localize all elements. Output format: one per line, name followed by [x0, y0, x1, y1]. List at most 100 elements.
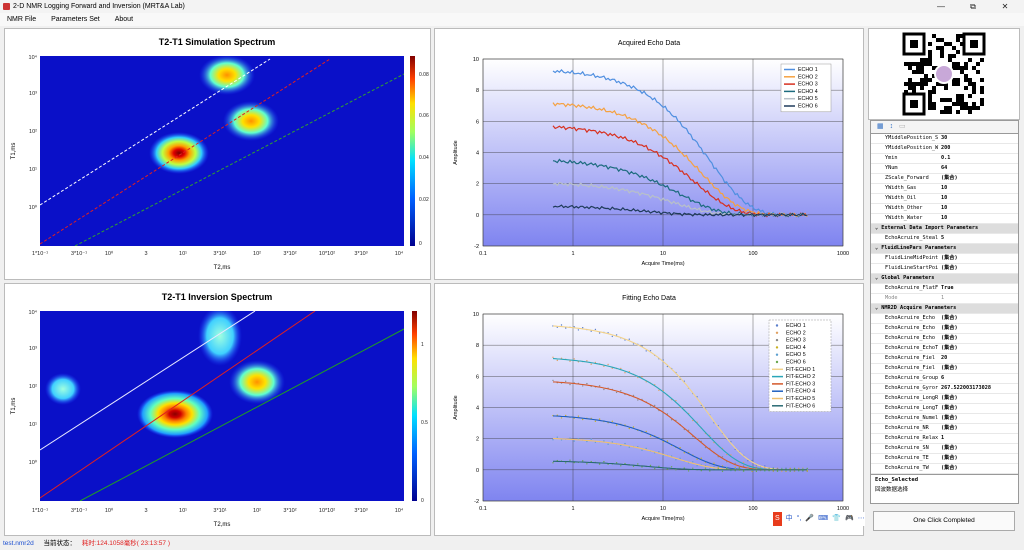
raw-echo-point [565, 380, 567, 382]
prop-row[interactable]: YWidth_Water 10 [871, 214, 1018, 224]
raw-echo-point [687, 429, 690, 431]
prop-value[interactable]: (集合) [941, 265, 958, 271]
prop-value[interactable]: (集合) [941, 425, 958, 431]
prop-row[interactable]: EchoAcruire_TW (集合) [871, 464, 1018, 474]
qr-module [972, 66, 976, 70]
prop-category[interactable]: ⌄ External Data Import Parameters [871, 224, 1018, 234]
inv-xtick: 10² [253, 508, 261, 514]
ime-punct-icon[interactable]: °, [796, 515, 802, 522]
prop-row[interactable]: EchoAcruire_Steal 5 [871, 234, 1018, 244]
sogou-icon[interactable]: S [773, 512, 782, 526]
prop-row[interactable]: EchoAcruire_EchoT (集合) [871, 344, 1018, 354]
prop-row[interactable]: EchoAcruire_Gyror 267.522003173028 [871, 384, 1018, 394]
sort-category-icon[interactable]: ▦ [877, 123, 884, 130]
prop-value[interactable]: 1 [941, 295, 945, 301]
prop-value[interactable]: 10 [941, 215, 948, 221]
raw-echo-point [683, 467, 685, 469]
prop-value[interactable]: (集合) [941, 455, 958, 461]
prop-row[interactable]: EchoAcruire_Echo (集合) [871, 334, 1018, 344]
inv-xtick: 3*10³ [354, 508, 367, 514]
maximize-button[interactable]: ⧉ [970, 2, 976, 11]
prop-row[interactable]: EchoAcruire_NR (集合) [871, 424, 1018, 434]
prop-row[interactable]: EchoAcruire_Relax 1 [871, 434, 1018, 444]
prop-category[interactable]: ⌄ FluidLinePars Parameters [871, 244, 1018, 254]
prop-value[interactable]: 10 [941, 205, 948, 211]
one-click-completed-button[interactable]: One Click Completed [873, 511, 1015, 531]
prop-row[interactable]: FluidLineMidPoint (集合) [871, 254, 1018, 264]
prop-row[interactable]: EchoAcruire_Echo (集合) [871, 324, 1018, 334]
prop-value[interactable]: 5 [941, 235, 945, 241]
sim-peak-1 [199, 56, 255, 95]
prop-row[interactable]: FluidLineStartPoi (集合) [871, 264, 1018, 274]
prop-value[interactable]: (集合) [941, 175, 958, 181]
prop-row[interactable]: EchoAcruire_LongR (集合) [871, 394, 1018, 404]
prop-row[interactable]: YWidth_Gas 10 [871, 184, 1018, 194]
prop-row[interactable]: Mode 1 [871, 294, 1018, 304]
prop-row[interactable]: EchoAcruire_Echo (集合) [871, 314, 1018, 324]
prop-value[interactable]: 200 [941, 145, 951, 151]
prop-row[interactable]: EchoAcruire_FlatF True [871, 284, 1018, 294]
close-button[interactable]: ✕ [1001, 2, 1009, 11]
ime-skin-icon[interactable]: 👕 [832, 515, 841, 522]
sort-alpha-icon[interactable]: ↕ [889, 123, 894, 130]
prop-value[interactable]: (集合) [941, 335, 958, 341]
menu-parameters-set[interactable]: Parameters Set [51, 16, 100, 23]
menu-nmr-file[interactable]: NMR File [7, 16, 37, 23]
prop-row[interactable]: EchoAcruire_Fiel (集合) [871, 364, 1018, 374]
prop-row[interactable]: EchoAcruire_SN (集合) [871, 444, 1018, 454]
prop-pages-icon[interactable]: ▭ [899, 123, 906, 130]
prop-row[interactable]: EchoAcruire_TE (集合) [871, 454, 1018, 464]
minimize-button[interactable]: — [937, 2, 945, 11]
echo-ytick: 6 [476, 374, 479, 380]
prop-value[interactable]: (集合) [941, 315, 958, 321]
prop-row[interactable]: EchoAcruire_LongT (集合) [871, 404, 1018, 414]
prop-value[interactable]: (集合) [941, 445, 958, 451]
property-grid[interactable]: YMiddlePosition_S 30 YMiddlePosition_W 200 Y… [870, 133, 1019, 475]
ime-more-icon[interactable]: ⋯ [857, 515, 865, 522]
prop-value[interactable]: 0.1 [941, 155, 951, 161]
prop-value[interactable]: 10 [941, 195, 948, 201]
prop-row[interactable]: YWidth_Other 10 [871, 204, 1018, 214]
prop-row[interactable]: YMiddlePosition_S 30 [871, 134, 1018, 144]
prop-row[interactable]: EchoAcruire_Fiel 20 [871, 354, 1018, 364]
prop-value[interactable]: 30 [941, 135, 948, 141]
prop-category[interactable]: ⌄ NMR2D Acquire Parameters [871, 304, 1018, 314]
prop-row[interactable]: Ymin 0.1 [871, 154, 1018, 164]
raw-echo-point [620, 367, 622, 370]
qr-module [948, 98, 952, 102]
prop-row[interactable]: EchoAcruire_Numel (集合) [871, 414, 1018, 424]
ime-keyboard-icon[interactable]: ⌨ [818, 515, 829, 522]
raw-echo-point [704, 446, 707, 449]
prop-row[interactable]: YWidth_Oil 10 [871, 194, 1018, 204]
ime-game-icon[interactable]: 🎮 [844, 515, 854, 522]
prop-value[interactable]: (集合) [941, 255, 958, 261]
prop-value[interactable]: (集合) [941, 395, 958, 401]
prop-value[interactable]: 20 [941, 355, 948, 361]
prop-category[interactable]: ⌄ Global Parameters [871, 274, 1018, 284]
prop-row[interactable]: EchoAcruire_Group 6 [871, 374, 1018, 384]
prop-key: EchoAcruire_TE [885, 455, 929, 461]
prop-value[interactable]: (集合) [941, 415, 958, 421]
prop-value[interactable]: 10 [941, 185, 948, 191]
echo-ytick: 8 [476, 343, 479, 349]
prop-value[interactable]: (集合) [941, 345, 958, 351]
prop-value[interactable]: (集合) [941, 365, 958, 371]
prop-value[interactable]: 6 [941, 375, 945, 381]
prop-row[interactable]: ZScale_Forward (集合) [871, 174, 1018, 184]
qr-module [916, 82, 920, 86]
prop-value[interactable]: 64 [941, 165, 948, 171]
prop-row[interactable]: YNum 64 [871, 164, 1018, 174]
prop-value[interactable]: 267.522003173028 [941, 385, 991, 391]
prop-value[interactable]: (集合) [941, 325, 958, 331]
prop-value[interactable]: 1 [941, 435, 945, 441]
prop-value[interactable]: (集合) [941, 405, 958, 411]
menu-about[interactable]: About [114, 16, 134, 23]
prop-value[interactable]: (集合) [941, 465, 958, 471]
ime-lang-icon[interactable]: 中 [785, 515, 793, 522]
sim-ytick: 10¹ [29, 167, 37, 173]
qr-module [968, 58, 972, 62]
prop-value[interactable]: True [941, 285, 954, 291]
prop-row[interactable]: YMiddlePosition_W 200 [871, 144, 1018, 154]
qr-module [924, 74, 928, 78]
ime-mic-icon[interactable]: 🎤 [805, 515, 815, 522]
